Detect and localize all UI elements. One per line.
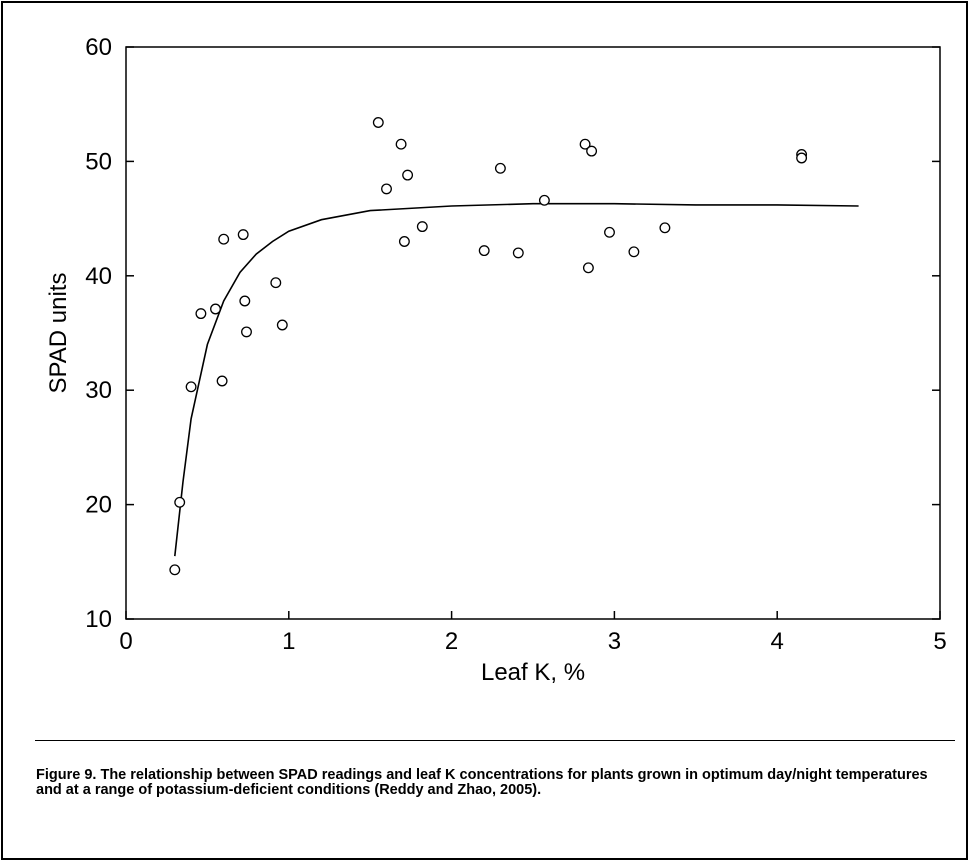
data-point — [174, 496, 186, 508]
x-tick-label: 5 — [933, 628, 946, 655]
data-point — [216, 375, 228, 387]
data-point — [628, 246, 640, 258]
x-tick-label: 1 — [282, 628, 295, 655]
data-point — [210, 303, 221, 315]
y-tick-label: 30 — [85, 377, 112, 404]
y-tick-label: 20 — [85, 492, 112, 519]
y-axis-title: SPAD units — [45, 273, 72, 394]
data-point — [586, 145, 598, 157]
data-point — [195, 308, 207, 320]
x-tick-label: 0 — [119, 628, 132, 655]
x-axis-title: Leaf K, % — [481, 659, 585, 686]
scatter-plot: 0 1 2 3 4 5 10 20 30 40 50 60 Leaf K, % SPAD units — [45, 34, 947, 686]
data-point — [582, 262, 594, 274]
y-tick-label: 40 — [85, 263, 112, 290]
data-point — [241, 326, 252, 338]
data-point — [276, 319, 288, 331]
data-point — [185, 381, 197, 393]
data-point — [538, 194, 550, 206]
y-axis-ticks: 10 20 30 40 50 60 — [85, 34, 940, 633]
data-point — [796, 152, 808, 164]
data-point — [270, 277, 282, 289]
plot-area-border — [125, 46, 941, 620]
y-tick-label: 10 — [85, 606, 112, 633]
caption-divider — [35, 740, 955, 741]
x-tick-label: 2 — [445, 628, 458, 655]
x-tick-label: 3 — [608, 628, 621, 655]
y-tick-label: 50 — [85, 148, 112, 175]
data-point — [604, 226, 615, 238]
data-point — [372, 117, 384, 128]
data-point — [478, 245, 490, 257]
data-point — [169, 564, 181, 576]
data-point — [512, 247, 524, 259]
data-point — [239, 295, 251, 307]
data-point — [398, 236, 410, 247]
data-point — [579, 138, 591, 150]
data-point — [218, 233, 230, 245]
x-tick-label: 4 — [771, 628, 784, 655]
data-point — [659, 222, 671, 234]
data-point — [395, 138, 407, 150]
x-axis-ticks: 0 1 2 3 4 5 — [119, 611, 947, 655]
data-point — [416, 221, 428, 233]
figure-caption: Figure 9. The relationship between SPAD … — [36, 767, 928, 798]
data-points — [169, 117, 808, 576]
data-point — [237, 229, 249, 241]
data-point — [381, 183, 392, 195]
fit-curve — [174, 202, 859, 557]
y-tick-label: 60 — [85, 34, 112, 61]
data-point — [494, 162, 506, 174]
data-point — [402, 169, 414, 181]
